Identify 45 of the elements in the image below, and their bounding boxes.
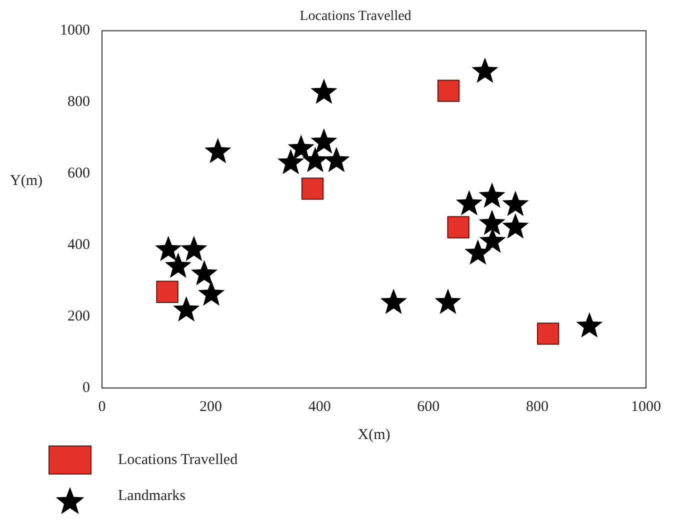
point [277,148,304,174]
legend-label: Locations Travelled [118,452,238,468]
x-axis-title: X(m) [358,426,390,443]
point [478,210,506,236]
point [536,322,560,345]
point [323,146,350,172]
point [478,182,506,208]
point [190,260,218,286]
point [447,216,470,238]
point [472,58,498,83]
point [310,78,338,104]
y-tick-label: 800 [68,94,90,110]
point [301,178,324,200]
point [456,190,483,216]
point [198,280,225,306]
point [156,280,178,304]
y-tick-label: 0 [82,380,90,396]
point [502,190,529,216]
y-tick-label: 400 [68,237,90,254]
point [464,239,492,265]
x-tick-label: 400 [308,398,331,415]
point [437,80,460,102]
y-tick-label: 200 [68,308,90,324]
legend-label: Landmarks [118,488,186,504]
point [164,252,192,278]
y-axis-title: Y(m) [10,172,42,189]
point [288,134,314,160]
x-tick-label: 1000 [631,398,661,415]
x-tick-label: 0 [98,398,106,415]
x-tick-label: 200 [200,398,222,415]
point [434,288,462,314]
point [380,288,407,314]
chart-title: Locations Travelled [300,9,412,24]
y-tick-label: 1000 [60,22,90,39]
point [204,138,232,164]
point [576,312,603,338]
point [479,228,506,253]
y-tick-label: 600 [68,166,90,182]
point [310,128,338,154]
x-tick-label: 800 [526,398,548,415]
point [155,236,182,262]
x-tick-label: 600 [417,398,440,415]
point [180,236,208,262]
point [173,296,200,322]
point [502,213,529,239]
